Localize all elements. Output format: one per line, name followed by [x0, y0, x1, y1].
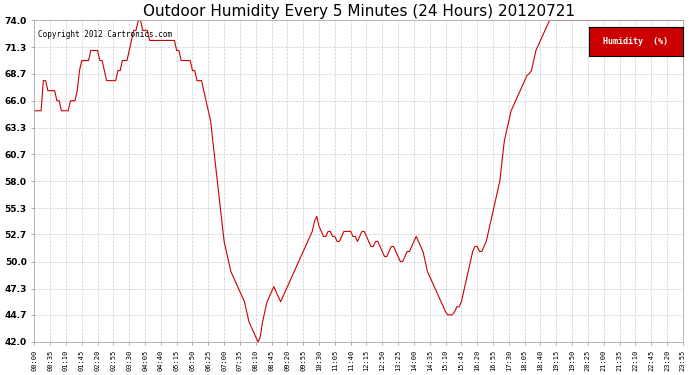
Text: Copyright 2012 Cartronics.com: Copyright 2012 Cartronics.com: [37, 30, 172, 39]
Title: Outdoor Humidity Every 5 Minutes (24 Hours) 20120721: Outdoor Humidity Every 5 Minutes (24 Hou…: [143, 4, 575, 19]
